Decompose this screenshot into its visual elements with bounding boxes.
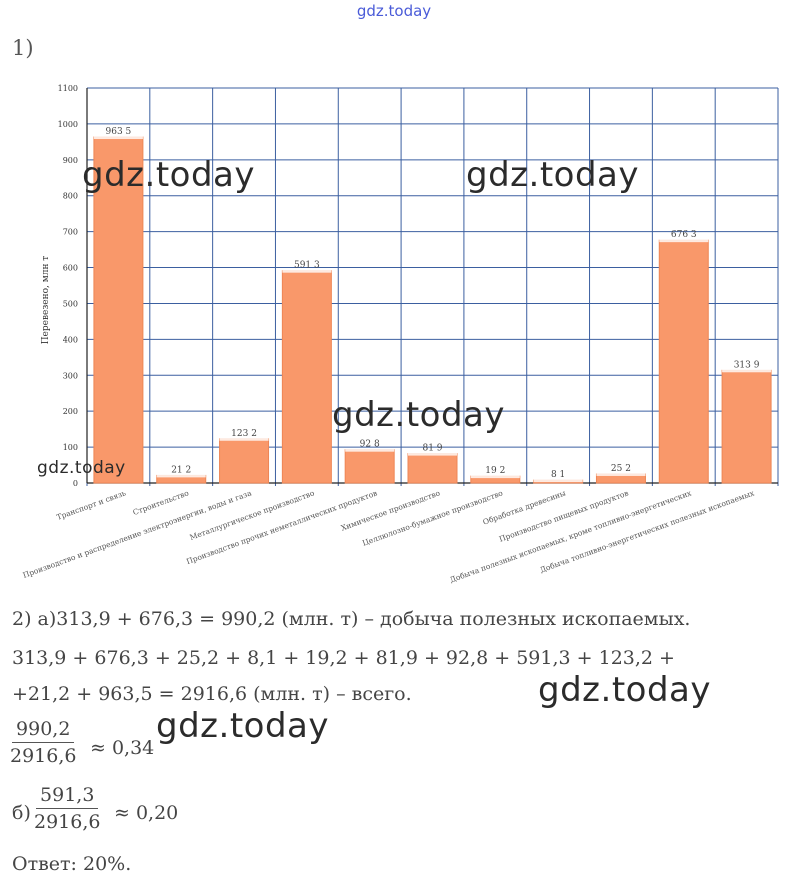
y-tick-label: 200 xyxy=(63,407,78,416)
data-label: 81 9 xyxy=(422,444,442,454)
bar-chart: 0 100 200 300 400 500 600 700 800 900 1000 1100 963 … xyxy=(22,84,779,585)
data-label: 963 5 xyxy=(106,127,132,137)
bar-top-highlight xyxy=(345,448,395,452)
watermark: gdz.today xyxy=(332,395,505,435)
watermark: gdz.today xyxy=(82,155,255,195)
watermark: gdz.today xyxy=(156,706,329,746)
data-label: 676 3 xyxy=(671,230,697,240)
y-tick-label: 500 xyxy=(63,299,78,308)
chart-bars xyxy=(93,136,772,484)
watermark: gdz.today xyxy=(538,670,711,710)
fraction-a: 990,2 2916,6 xyxy=(10,718,76,767)
data-label: 123 2 xyxy=(231,429,257,439)
bar-top-highlight xyxy=(219,437,269,441)
y-tick-label: 600 xyxy=(63,264,78,273)
bar-top-highlight xyxy=(408,452,457,456)
bar-top-highlight xyxy=(156,474,206,478)
y-tick-label: 900 xyxy=(63,156,78,165)
fraction-a-result: ≈ 0,34 xyxy=(90,737,155,759)
fraction-b-denominator: 2916,6 xyxy=(34,811,101,833)
bar xyxy=(407,453,458,484)
data-label: 313 9 xyxy=(734,360,760,370)
y-tick-label: 700 xyxy=(63,228,78,237)
bar-top-highlight xyxy=(722,369,772,373)
chart-grid xyxy=(86,87,779,486)
fraction-b-result: ≈ 0,20 xyxy=(114,802,179,824)
y-tick-label: 100 xyxy=(63,443,78,452)
bar-top-highlight xyxy=(596,472,646,476)
bar xyxy=(344,449,395,484)
data-label: 8 1 xyxy=(551,470,565,480)
bar-top-highlight xyxy=(533,479,583,483)
bar-top-highlight xyxy=(659,239,709,243)
y-tick-label: 1000 xyxy=(58,120,78,129)
x-tick-label: Производство и распределение электроэнер… xyxy=(22,488,254,580)
bar-top-highlight xyxy=(282,269,332,273)
y-tick-label: 800 xyxy=(63,192,78,201)
y-tick-label: 300 xyxy=(63,371,78,380)
x-tick-label: Транспорт и связь xyxy=(55,488,127,521)
solution-line-3: +21,2 + 963,5 = 2916,6 (млн. т) – всего. xyxy=(12,683,412,705)
solution-line-2: 313,9 + 676,3 + 25,2 + 8,1 + 19,2 + 81,9… xyxy=(12,647,675,669)
watermark: gdz.today xyxy=(37,458,126,478)
bar xyxy=(658,239,709,484)
fraction-b: 591,3 2916,6 xyxy=(34,784,100,833)
y-tick-label: 0 xyxy=(73,479,78,488)
fraction-b-numerator: 591,3 xyxy=(36,784,99,809)
fraction-a-numerator: 990,2 xyxy=(12,718,75,743)
task-number: 1) xyxy=(12,36,34,60)
data-label: 591 3 xyxy=(294,261,320,271)
bar-top-highlight xyxy=(470,475,520,479)
part-b-label: б) xyxy=(12,802,31,824)
bar xyxy=(93,136,144,484)
solution-line-1: 2) а)313,9 + 676,3 = 990,2 (млн. т) – до… xyxy=(12,608,691,630)
y-tick-label: 1100 xyxy=(58,84,78,93)
data-label: 25 2 xyxy=(611,464,631,474)
data-label: 19 2 xyxy=(485,466,505,476)
data-label: 92 8 xyxy=(360,440,380,450)
fraction-a-denominator: 2916,6 xyxy=(10,745,77,767)
site-header-logo[interactable]: gdz.today xyxy=(356,2,432,20)
bar xyxy=(281,270,332,484)
bar-top-highlight xyxy=(93,136,143,140)
watermark: gdz.today xyxy=(466,155,639,195)
y-tick-label: 400 xyxy=(63,335,78,344)
data-label: 21 2 xyxy=(171,465,191,475)
y-axis-label: Перевезено, млн т xyxy=(41,256,51,345)
bar xyxy=(219,438,270,484)
answer: Ответ: 20%. xyxy=(12,853,132,875)
bar xyxy=(721,369,772,484)
